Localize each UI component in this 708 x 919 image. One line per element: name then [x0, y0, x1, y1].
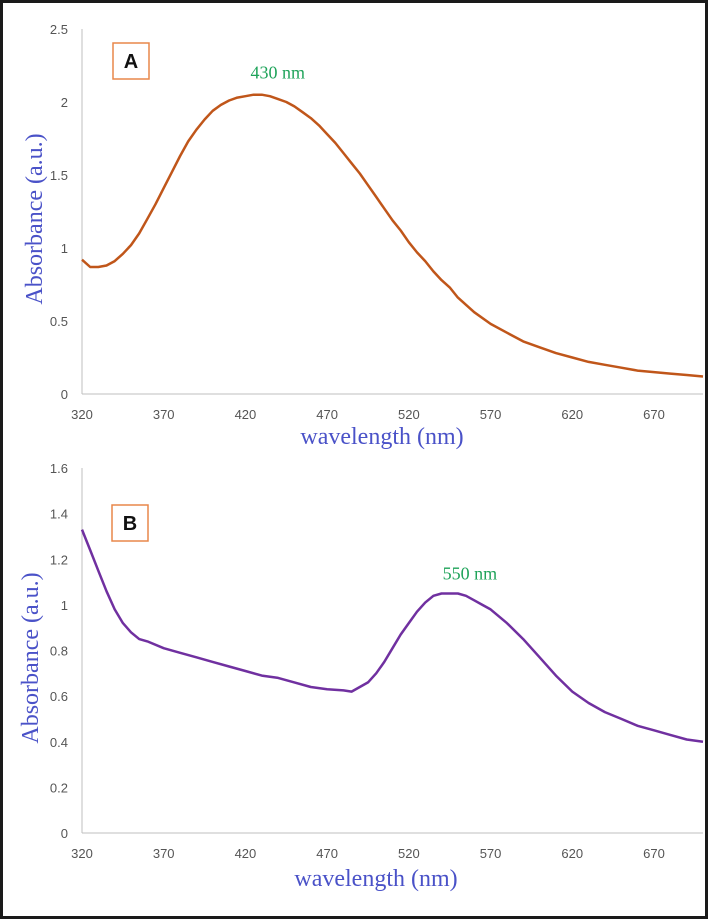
x-axis-title-b: wavelength (nm)	[294, 866, 457, 892]
y-tick-label: 1.5	[50, 168, 68, 183]
x-tick-label: 570	[480, 407, 502, 422]
y-tick-label: 2	[61, 95, 68, 110]
y-tick-label: 1.6	[50, 461, 68, 476]
series-line-b	[80, 529, 704, 744]
x-tick-label: 570	[480, 846, 502, 861]
x-tick-label: 420	[235, 846, 257, 861]
y-tick-label: 0.4	[50, 735, 68, 750]
panel-b-chart: 0 0.2 0.4 0.6 0.8 1 1.2 1.4 1.6 320 370 420 470 520 5…	[18, 461, 704, 892]
x-tick-label: 520	[398, 846, 420, 861]
y-tick-label: 1.2	[50, 552, 68, 567]
y-tick-label: 0.2	[50, 780, 68, 795]
peak-annotation-b: 550 nm	[443, 563, 498, 583]
y-tick-label: 0	[61, 826, 68, 841]
x-tick-label: 620	[561, 407, 583, 422]
x-tick-label: 320	[71, 407, 93, 422]
x-tick-label: 370	[153, 846, 175, 861]
x-tick-label: 420	[235, 407, 257, 422]
y-tick-label: 1.4	[50, 507, 68, 522]
series-line-a	[81, 93, 704, 378]
y-tick-label: 1	[61, 241, 68, 256]
y-tick-label: 0	[61, 387, 68, 402]
panel-a-chart: 00.511.522.5 320 370 420 470 520 570 620 670 A …	[22, 22, 704, 450]
y-tick-label: 1	[61, 598, 68, 613]
y-tick-label: 0.5	[50, 314, 68, 329]
x-tick-label: 370	[153, 407, 175, 422]
x-axis-title-a: wavelength (nm)	[300, 424, 463, 450]
x-tick-label: 620	[561, 846, 583, 861]
x-tick-label: 520	[398, 407, 420, 422]
x-tick-label: 320	[71, 846, 93, 861]
y-axis-title-a: Absorbance (a.u.)	[22, 133, 48, 304]
panel-label-box-a	[112, 42, 150, 80]
y-tick-label: 2.5	[50, 22, 68, 37]
y-axis-title-b: Absorbance (a.u.)	[18, 572, 44, 743]
panel-label-a: A	[124, 51, 138, 73]
x-tick-label: 670	[643, 846, 665, 861]
x-tick-label: 470	[316, 407, 338, 422]
panel-label-box-b	[111, 504, 149, 542]
y-tick-label: 0.8	[50, 644, 68, 659]
y-tick-label: 0.6	[50, 689, 68, 704]
x-tick-label: 470	[316, 846, 338, 861]
x-tick-label: 670	[643, 407, 665, 422]
panel-label-b: B	[123, 513, 137, 535]
peak-annotation-a: 430 nm	[251, 63, 306, 83]
